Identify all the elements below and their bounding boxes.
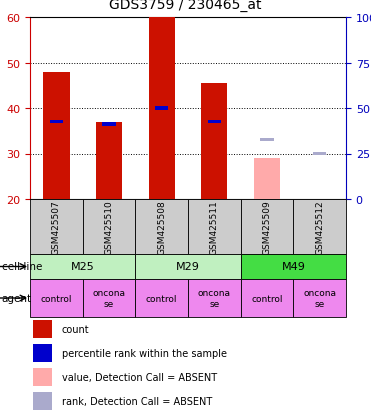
- Text: oncona
se: oncona se: [92, 289, 125, 308]
- Text: GDS3759 / 230465_at: GDS3759 / 230465_at: [109, 0, 262, 12]
- Bar: [33, 392, 52, 410]
- Text: M49: M49: [281, 262, 305, 272]
- Text: oncona
se: oncona se: [303, 289, 336, 308]
- Text: oncona
se: oncona se: [198, 289, 231, 308]
- Text: control: control: [146, 294, 177, 303]
- Bar: [241, 254, 346, 279]
- Bar: [102, 123, 116, 126]
- Text: control: control: [40, 294, 72, 303]
- Bar: [293, 199, 346, 254]
- Bar: [135, 199, 188, 254]
- Bar: [96, 122, 122, 199]
- Bar: [254, 159, 280, 199]
- Bar: [155, 107, 168, 110]
- Bar: [30, 199, 83, 254]
- Text: control: control: [251, 294, 283, 303]
- Text: M29: M29: [176, 262, 200, 272]
- Bar: [135, 254, 241, 279]
- Bar: [188, 199, 241, 254]
- Bar: [188, 279, 241, 317]
- Bar: [241, 199, 293, 254]
- Text: count: count: [62, 324, 89, 334]
- Bar: [43, 72, 69, 199]
- Text: GSM425509: GSM425509: [263, 199, 272, 254]
- Text: GSM425510: GSM425510: [105, 199, 114, 254]
- Text: value, Detection Call = ABSENT: value, Detection Call = ABSENT: [62, 372, 217, 382]
- Bar: [33, 368, 52, 386]
- Text: GSM425512: GSM425512: [315, 200, 324, 254]
- Bar: [83, 279, 135, 317]
- Bar: [241, 279, 293, 317]
- Text: M25: M25: [71, 262, 95, 272]
- Bar: [30, 254, 135, 279]
- Bar: [260, 139, 273, 142]
- Bar: [33, 344, 52, 362]
- Bar: [293, 279, 346, 317]
- Bar: [135, 279, 188, 317]
- Bar: [201, 84, 227, 199]
- Text: GSM425511: GSM425511: [210, 199, 219, 254]
- Bar: [208, 121, 221, 124]
- Text: GSM425507: GSM425507: [52, 199, 61, 254]
- Bar: [148, 18, 175, 199]
- Bar: [83, 199, 135, 254]
- Text: percentile rank within the sample: percentile rank within the sample: [62, 348, 227, 358]
- Bar: [50, 121, 63, 124]
- Text: GSM425508: GSM425508: [157, 199, 166, 254]
- Bar: [313, 152, 326, 156]
- Text: agent: agent: [2, 293, 32, 303]
- Text: cell line: cell line: [2, 262, 42, 272]
- Text: rank, Detection Call = ABSENT: rank, Detection Call = ABSENT: [62, 396, 212, 406]
- Bar: [33, 320, 52, 338]
- Bar: [30, 279, 83, 317]
